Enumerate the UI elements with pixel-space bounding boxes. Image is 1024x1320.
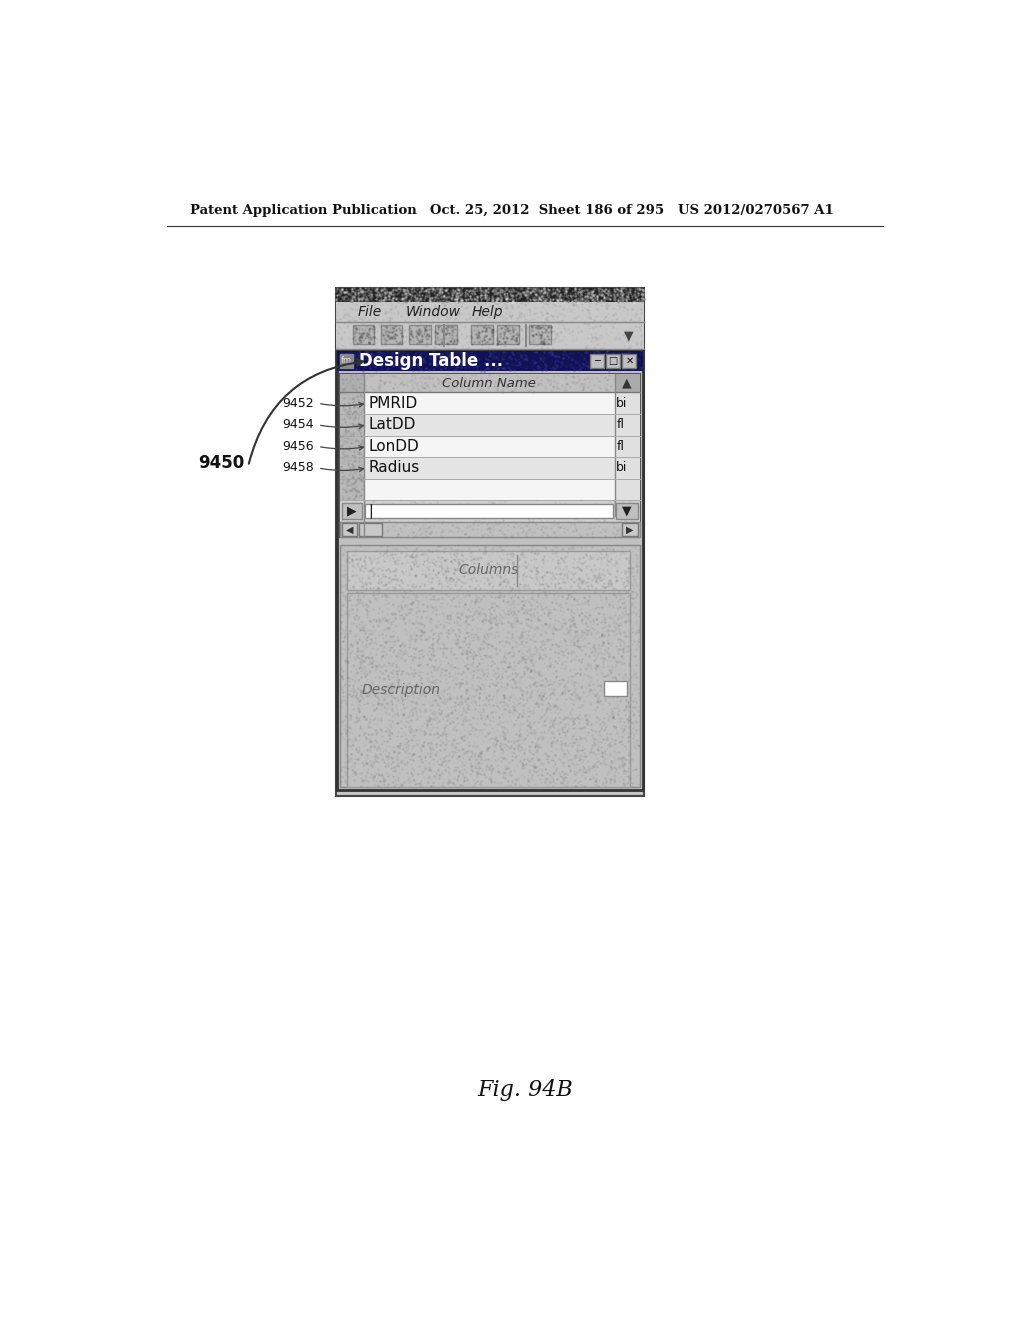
Bar bbox=[623, 524, 638, 536]
Bar bbox=[340, 545, 640, 787]
Text: File: File bbox=[357, 305, 382, 318]
Bar bbox=[336, 288, 644, 796]
Bar bbox=[340, 414, 364, 436]
FancyArrowPatch shape bbox=[321, 424, 364, 429]
Text: fl: fl bbox=[616, 418, 625, 432]
Bar bbox=[616, 503, 638, 519]
Bar bbox=[366, 504, 613, 517]
Text: bi: bi bbox=[616, 397, 628, 409]
Bar bbox=[529, 326, 551, 345]
Bar bbox=[381, 326, 402, 345]
FancyArrowPatch shape bbox=[321, 467, 364, 471]
Bar bbox=[497, 326, 518, 345]
Text: ◀: ◀ bbox=[346, 524, 353, 535]
Text: Description: Description bbox=[362, 682, 441, 697]
Bar bbox=[614, 374, 640, 392]
Bar bbox=[340, 354, 352, 368]
Bar bbox=[604, 681, 627, 696]
Text: Window: Window bbox=[406, 305, 461, 318]
Text: fl: fl bbox=[616, 440, 625, 453]
Text: ▶: ▶ bbox=[347, 504, 356, 517]
Text: ▶: ▶ bbox=[627, 524, 634, 535]
Bar bbox=[336, 322, 644, 350]
Text: ▼: ▼ bbox=[623, 504, 632, 517]
Text: |: | bbox=[369, 504, 373, 519]
Bar bbox=[614, 392, 640, 414]
Text: LatDD: LatDD bbox=[369, 417, 416, 433]
Bar bbox=[336, 302, 644, 322]
Text: Design Table ...: Design Table ... bbox=[359, 352, 503, 370]
Bar bbox=[410, 326, 431, 345]
Text: Fig. 94B: Fig. 94B bbox=[477, 1080, 572, 1101]
Text: LonDD: LonDD bbox=[369, 438, 419, 454]
Text: fm: fm bbox=[341, 356, 352, 366]
Text: Column Name: Column Name bbox=[442, 376, 537, 389]
Bar bbox=[340, 457, 364, 479]
Bar bbox=[340, 374, 640, 392]
Text: 9458: 9458 bbox=[283, 462, 314, 474]
Text: ✕: ✕ bbox=[626, 356, 634, 366]
Bar bbox=[346, 552, 630, 590]
Bar bbox=[364, 457, 614, 479]
Bar bbox=[337, 351, 643, 789]
Bar bbox=[623, 354, 636, 368]
Text: ▲: ▲ bbox=[623, 376, 632, 389]
Bar bbox=[342, 503, 362, 519]
Bar bbox=[352, 326, 375, 345]
Bar bbox=[364, 414, 614, 436]
Text: Help: Help bbox=[471, 305, 503, 318]
Text: Columns: Columns bbox=[458, 564, 518, 577]
Text: □: □ bbox=[608, 356, 617, 366]
Text: Patent Application Publication: Patent Application Publication bbox=[190, 205, 417, 218]
Text: ▼: ▼ bbox=[624, 329, 634, 342]
Bar bbox=[340, 500, 640, 521]
Bar bbox=[336, 288, 644, 302]
Text: 9456: 9456 bbox=[283, 440, 314, 453]
Text: PMRID: PMRID bbox=[369, 396, 418, 411]
Text: bi: bi bbox=[616, 462, 628, 474]
Bar bbox=[364, 479, 614, 500]
Bar bbox=[340, 479, 364, 500]
Bar bbox=[614, 436, 640, 457]
Text: 9454: 9454 bbox=[283, 418, 314, 432]
Bar bbox=[614, 457, 640, 479]
Bar bbox=[359, 524, 382, 536]
Bar bbox=[606, 354, 621, 368]
Bar bbox=[340, 392, 364, 414]
Bar bbox=[346, 594, 630, 787]
Bar bbox=[342, 524, 357, 536]
Bar bbox=[614, 414, 640, 436]
Bar bbox=[337, 351, 643, 371]
FancyArrowPatch shape bbox=[321, 403, 364, 407]
FancyArrowPatch shape bbox=[321, 446, 364, 450]
Text: Oct. 25, 2012  Sheet 186 of 295   US 2012/0270567 A1: Oct. 25, 2012 Sheet 186 of 295 US 2012/0… bbox=[430, 205, 834, 218]
Bar bbox=[435, 326, 457, 345]
Bar bbox=[590, 354, 604, 368]
Text: ─: ─ bbox=[594, 356, 600, 366]
Bar bbox=[340, 436, 364, 457]
FancyArrowPatch shape bbox=[249, 359, 364, 463]
Bar bbox=[340, 374, 364, 392]
Text: 9450: 9450 bbox=[198, 454, 245, 471]
Bar bbox=[364, 392, 614, 414]
Bar bbox=[471, 326, 493, 345]
Bar bbox=[364, 436, 614, 457]
Bar bbox=[340, 374, 640, 537]
Bar bbox=[340, 521, 640, 537]
Text: Radius: Radius bbox=[369, 461, 420, 475]
Text: 9452: 9452 bbox=[283, 397, 314, 409]
Bar bbox=[614, 479, 640, 500]
